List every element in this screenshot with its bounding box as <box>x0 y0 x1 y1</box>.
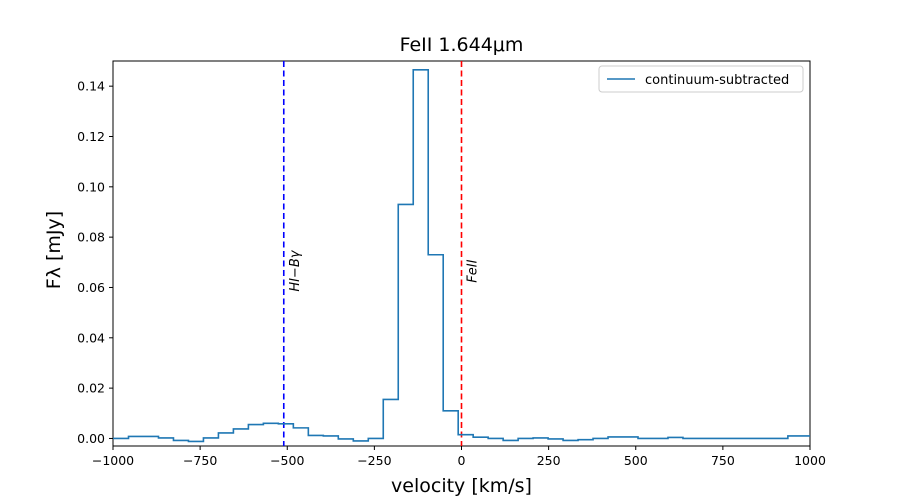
legend-entry-label: continuum-subtracted <box>645 73 789 88</box>
x-tick-label: −500 <box>270 453 304 468</box>
x-tick-label: −750 <box>183 453 217 468</box>
y-axis-ticks: 0.00 0.02 0.04 0.06 0.08 0.10 0.12 0.14 <box>77 79 113 446</box>
x-axis-label: velocity [km/s] <box>391 475 532 497</box>
y-axis-label: Fλ [mJy] <box>43 211 65 289</box>
x-tick-label: 1000 <box>794 453 826 468</box>
y-tick-label: 0.02 <box>77 381 105 396</box>
x-axis-ticks: −1000 −750 −500 −250 0 250 500 750 1000 <box>92 446 826 468</box>
y-tick-label: 0.00 <box>77 431 105 446</box>
y-tick-label: 0.04 <box>77 330 105 345</box>
x-tick-label: 0 <box>458 453 466 468</box>
y-tick-label: 0.12 <box>77 129 105 144</box>
series-line <box>113 69 810 443</box>
x-tick-label: 500 <box>624 453 648 468</box>
legend: continuum-subtracted <box>598 65 804 93</box>
annotations: HI−Bγ FeII <box>288 249 481 291</box>
x-tick-label: −250 <box>357 453 391 468</box>
y-tick-label: 0.06 <box>77 280 105 295</box>
x-tick-label: 750 <box>711 453 735 468</box>
y-tick-label: 0.10 <box>77 179 105 194</box>
x-tick-label: 250 <box>537 453 561 468</box>
legend-box <box>598 65 804 93</box>
x-tick-label: −1000 <box>92 453 134 468</box>
y-tick-label: 0.08 <box>77 230 105 245</box>
reference-lines <box>282 61 463 446</box>
reference-line-label: FeII <box>466 259 481 282</box>
y-tick-label: 0.14 <box>77 79 105 94</box>
series-group <box>113 69 810 443</box>
chart-title: FeII 1.644μm <box>400 34 524 56</box>
reference-line-label: HI−Bγ <box>288 249 303 291</box>
